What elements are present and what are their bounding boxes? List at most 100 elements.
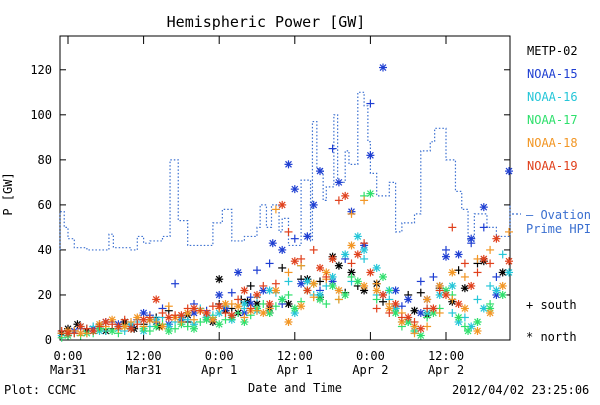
y-tick-label: 80 [38, 153, 52, 167]
north-point [139, 308, 148, 317]
north-point [164, 326, 173, 335]
south-point [290, 234, 299, 243]
north-point [379, 63, 387, 72]
south-point [448, 308, 457, 317]
north-point [240, 286, 249, 295]
y-tick-label: 20 [38, 288, 52, 302]
north-point [297, 302, 306, 311]
x-tick-label-date: Mar31 [50, 363, 86, 377]
north-point [268, 239, 277, 248]
north-point [215, 290, 224, 299]
north-point [353, 250, 362, 259]
north-point [215, 275, 224, 284]
south-point [322, 272, 331, 281]
north-point [227, 311, 236, 320]
north-point [290, 185, 299, 194]
north-point [240, 317, 249, 326]
north-point [372, 263, 381, 272]
x-tick-label-time: 12:00 [428, 349, 464, 363]
south-point [271, 302, 280, 311]
x-tick-label-time: 12:00 [277, 349, 313, 363]
south-point [271, 205, 280, 214]
legend-metp-02: METP-02 [527, 44, 578, 58]
south-point [284, 268, 293, 277]
north-point [64, 329, 72, 338]
north-point [297, 279, 306, 288]
south-point [360, 196, 369, 205]
north-point [114, 322, 123, 331]
x-tick-label-date: Apr 1 [201, 363, 237, 377]
north-point [139, 315, 148, 324]
south-point [429, 272, 438, 281]
south-point [397, 302, 406, 311]
plot-timestamp: 2012/04/02 23:25:06 [452, 383, 590, 397]
north-point [253, 290, 261, 299]
south-point [120, 315, 129, 324]
south-point [108, 320, 117, 329]
north-point [366, 151, 375, 160]
north-point [234, 268, 243, 277]
south-point [347, 259, 356, 268]
south-point [423, 322, 432, 331]
south-point [164, 302, 173, 311]
south-point [221, 315, 230, 324]
north-point [290, 304, 299, 313]
south-point [309, 293, 318, 302]
legend-noaa-15: NOAA-15 [527, 67, 578, 81]
north-point [391, 299, 400, 308]
north-point [334, 178, 343, 187]
north-point [460, 304, 469, 313]
y-tick-label: 120 [30, 63, 52, 77]
north-point [467, 281, 476, 290]
south-point [253, 266, 261, 275]
south-marker-label: + south [526, 298, 577, 312]
north-point [164, 313, 173, 322]
south-point [190, 315, 198, 324]
north-point [479, 203, 488, 212]
north-point [290, 257, 299, 266]
x-tick-label-time: 0:00 [356, 349, 385, 363]
north-point [215, 320, 224, 329]
south-point [145, 313, 154, 322]
south-point [473, 268, 482, 277]
north-point [271, 286, 280, 295]
south-point [479, 223, 488, 232]
south-point [486, 245, 495, 254]
x-tick-label-time: 0:00 [54, 349, 83, 363]
north-point [454, 299, 463, 308]
south-point [460, 259, 469, 268]
x-tick-label-date: Mar31 [126, 363, 162, 377]
x-tick-label-time: 12:00 [126, 349, 162, 363]
north-point [278, 295, 287, 304]
south-point [410, 317, 419, 326]
ovation-prime-hpi-line [59, 91, 511, 251]
north-point [397, 317, 406, 326]
north-point [284, 160, 293, 169]
south-point [322, 299, 331, 308]
y-tick-label: 100 [30, 108, 52, 122]
north-point [366, 189, 375, 198]
legend: METP-02 NOAA-15 NOAA-16 NOAA-17 NOAA-18 NOAA-… [512, 44, 578, 215]
south-point [183, 322, 192, 331]
south-point [492, 272, 501, 281]
south-point [486, 281, 495, 290]
south-point [152, 317, 161, 326]
south-point [372, 279, 381, 288]
south-point [334, 295, 343, 304]
north-point [479, 254, 488, 263]
south-point [57, 326, 66, 335]
south-point [196, 306, 205, 315]
north-point [234, 302, 243, 311]
north-point [309, 279, 318, 288]
north-point [379, 290, 387, 299]
north-point [473, 317, 482, 326]
south-point [460, 322, 469, 331]
north-point [152, 295, 161, 304]
south-point [360, 254, 369, 263]
north-point [341, 250, 350, 259]
north-marker-label: * north [526, 330, 577, 344]
ovation-label-2: Prime HPI [526, 222, 592, 236]
plot-frame [59, 35, 511, 341]
